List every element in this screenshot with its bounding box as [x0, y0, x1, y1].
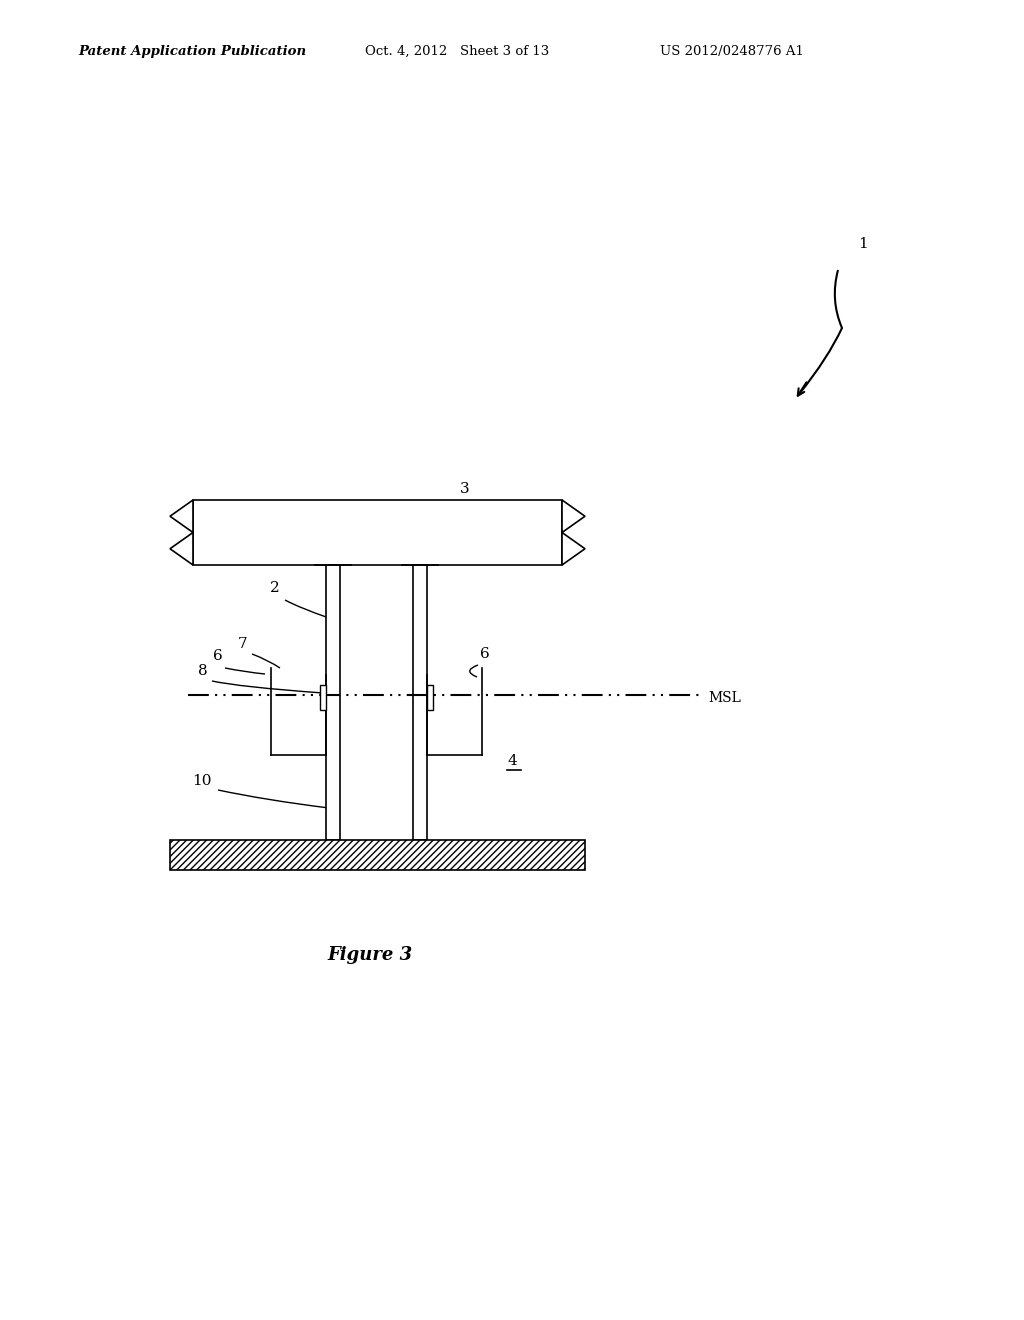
Text: Figure 3: Figure 3: [328, 946, 413, 964]
Text: 4: 4: [507, 754, 517, 768]
Text: 10: 10: [193, 774, 212, 788]
Polygon shape: [170, 500, 193, 565]
Text: 6: 6: [213, 649, 223, 663]
Bar: [170, 840, 585, 870]
Bar: [326, 565, 340, 840]
Polygon shape: [562, 500, 585, 565]
Text: 2: 2: [270, 581, 280, 595]
Bar: [427, 685, 433, 710]
Bar: [319, 685, 326, 710]
Text: 7: 7: [238, 638, 248, 651]
Text: 8: 8: [198, 664, 208, 678]
Bar: [193, 500, 562, 565]
Text: 1: 1: [858, 238, 867, 251]
Text: Oct. 4, 2012   Sheet 3 of 13: Oct. 4, 2012 Sheet 3 of 13: [365, 45, 549, 58]
Text: Patent Application Publication: Patent Application Publication: [78, 45, 306, 58]
Text: 6: 6: [480, 647, 489, 661]
Text: 3: 3: [460, 482, 470, 496]
Bar: [413, 565, 427, 840]
Text: US 2012/0248776 A1: US 2012/0248776 A1: [660, 45, 804, 58]
Text: MSL: MSL: [708, 690, 741, 705]
